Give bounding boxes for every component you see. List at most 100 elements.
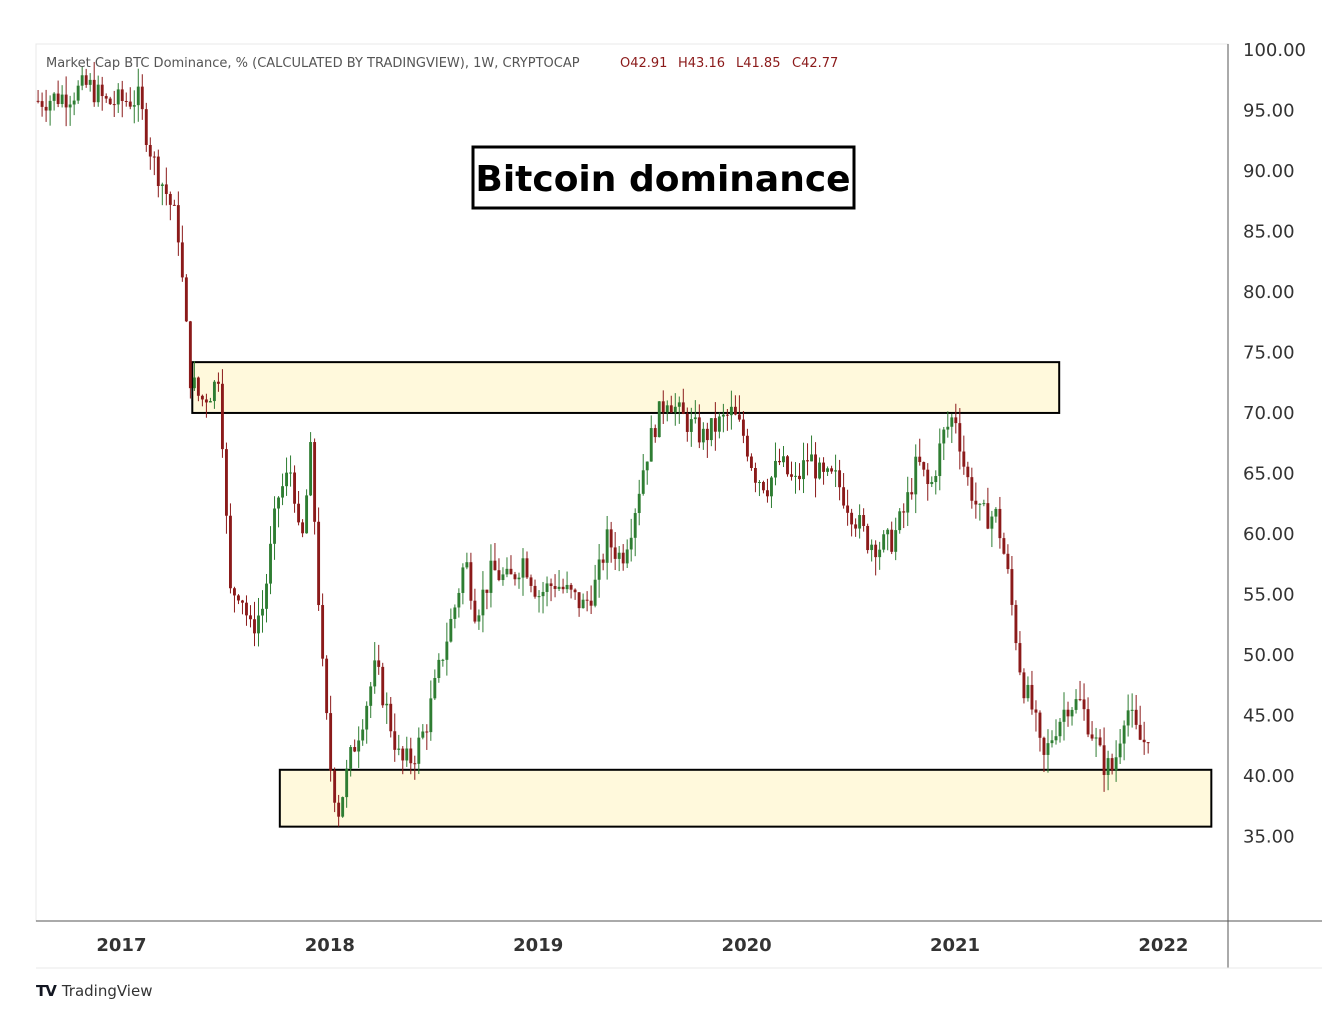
candle-body [220,383,224,450]
candle-body [64,94,68,108]
candle-body [637,493,641,514]
candle-body [533,585,537,597]
candle-body [265,583,268,609]
candle-body [689,419,693,432]
candle-body [521,558,525,578]
candle-body [709,418,713,441]
candle-body [1138,724,1142,740]
candle-body [786,456,789,475]
candle-body [970,477,974,501]
candle-body [1134,709,1138,725]
candle-body [84,75,88,85]
candle-body [249,615,252,620]
candle-body [661,401,665,413]
candle-body [176,205,180,243]
candle-body [457,592,461,608]
candle-body [497,570,501,581]
ohlc-high: H43.16 [678,56,725,71]
y-tick-label: 70.00 [1243,403,1295,424]
y-tick-label: 100.00 [1243,40,1306,61]
candle-body [838,470,842,488]
tradingview-brand[interactable]: TV TradingView [36,982,152,1000]
candle-body [814,454,817,479]
candle-body [878,549,882,558]
candle-body [593,579,597,606]
candle-body [978,503,982,505]
candle-body [277,497,280,509]
candle-body [365,705,369,730]
candle-body [253,619,256,634]
candle-body [72,100,76,105]
candle-body [200,395,204,400]
candle-body [918,456,922,463]
candle-body [866,525,870,551]
candle-body [377,660,381,667]
x-tick-label: 2018 [305,935,355,956]
candle-body [92,79,96,103]
candle-body [1014,604,1018,644]
candle-body [160,184,164,186]
candle-body [461,567,465,593]
candle-body [204,399,208,403]
candle-body [1022,672,1026,699]
candle-body [982,503,986,505]
candle-body [721,414,725,417]
candle-body [1106,758,1110,775]
candle-body [609,529,613,548]
candle-body [782,456,785,463]
candle-body [237,595,240,601]
candle-body [990,516,994,529]
candle-body [273,508,276,544]
candle-body [321,605,325,659]
candle-body [890,529,894,552]
candle-body [1094,737,1098,739]
symbol-description: Market Cap BTC Dominance, % (CALCULATED … [46,56,580,71]
candle-body [329,713,333,771]
candle-body [361,729,365,741]
candle-body [942,429,946,444]
tradingview-brand-name: TradingView [61,982,153,1000]
candle-body [309,442,313,496]
candle-body [553,586,557,589]
candle-body [657,401,661,438]
candle-body [770,477,773,497]
candle-body [417,737,421,764]
candle-body [826,468,830,472]
candle-body [665,405,669,413]
candle-body [697,417,701,443]
candle-body [1126,710,1130,726]
candle-body [778,460,781,463]
candle-body [1118,743,1122,758]
candle-body [1146,742,1150,744]
candle-body [144,109,148,145]
candle-body [677,402,681,407]
candle-body [1026,684,1030,699]
candle-body [513,574,517,580]
candle-body [337,802,341,817]
candle-body [353,747,357,752]
candle-body [1098,737,1102,746]
candle-body [749,456,753,468]
candle-body [725,414,729,416]
y-tick-label: 80.00 [1243,282,1295,303]
candle-body [52,93,56,101]
candle-body [1114,757,1118,771]
candle-body [509,568,513,575]
candle-body [385,703,389,706]
candle-body [208,401,212,403]
candle-body [850,512,854,525]
y-tick-label: 45.00 [1243,705,1295,726]
candle-body [794,475,797,477]
x-tick-label: 2022 [1138,935,1188,956]
candle-body [369,686,373,706]
ohlc-open: O42.91 [620,56,667,71]
candle-body [305,495,309,534]
candle-body [910,492,914,495]
candle-body [136,86,140,106]
candle-body [938,443,942,477]
candle-body [285,472,288,487]
candle-body [737,414,741,420]
candle-body [317,521,321,606]
candle-body [685,413,689,432]
